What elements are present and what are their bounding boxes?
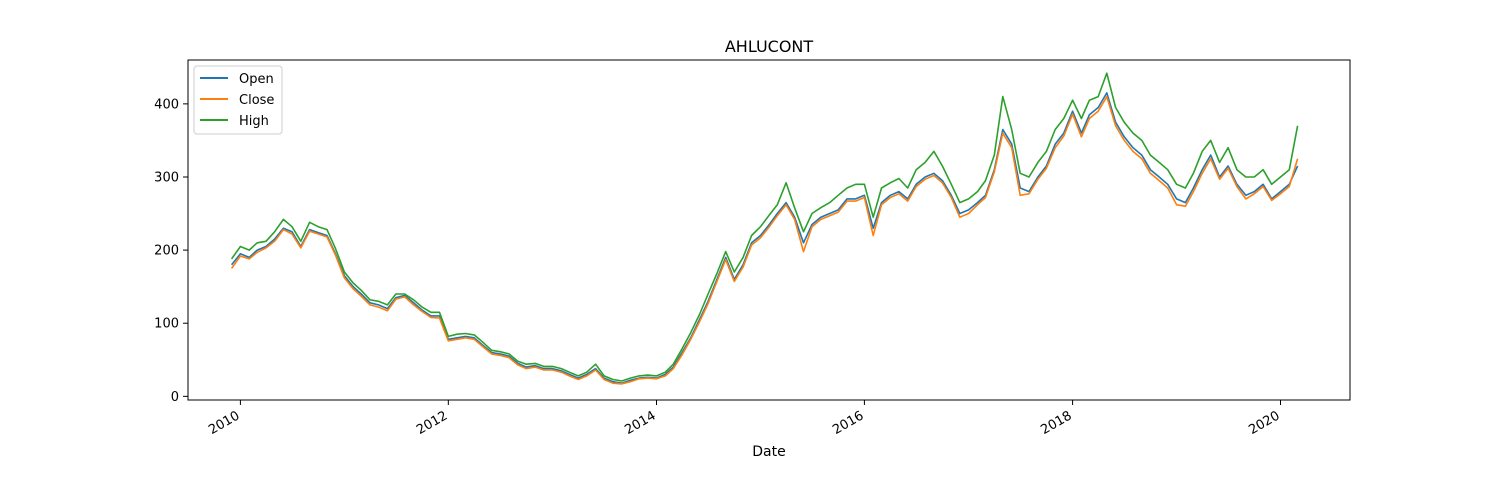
legend: Open Close High (193, 65, 283, 135)
series-line-open (230, 92, 1299, 385)
legend-entry-open: Open (200, 72, 274, 87)
x-axis: 2010 2012 2014 2016 2018 2020 (206, 400, 1283, 438)
series-line-close (230, 95, 1299, 385)
x-tick-label: 2020 (1246, 408, 1282, 438)
x-tick-label: 2014 (622, 408, 658, 438)
legend-label-open: Open (239, 72, 274, 87)
y-tick-label: 200 (154, 244, 179, 259)
y-axis: 0 100 200 300 400 (154, 97, 188, 405)
x-tick-label: 2010 (206, 408, 242, 438)
x-tick-label: 2018 (1038, 408, 1074, 438)
y-tick-label: 300 (154, 170, 179, 185)
legend-entry-close: Close (200, 93, 274, 108)
x-tick-label: 2012 (414, 408, 450, 438)
series-layer (230, 72, 1299, 385)
legend-box (193, 65, 283, 135)
x-tick-label: 2016 (830, 408, 866, 438)
series-line-high (230, 72, 1299, 382)
chart-title: AHLUCONT (725, 37, 814, 56)
y-tick-label: 100 (154, 317, 179, 332)
legend-entry-high: High (200, 114, 269, 129)
plot-frame (187, 59, 1351, 401)
y-tick-label: 400 (154, 97, 179, 112)
legend-label-high: High (239, 114, 269, 129)
x-axis-title: Date (752, 444, 785, 460)
legend-label-close: Close (239, 93, 274, 108)
y-tick-label: 0 (171, 390, 179, 405)
